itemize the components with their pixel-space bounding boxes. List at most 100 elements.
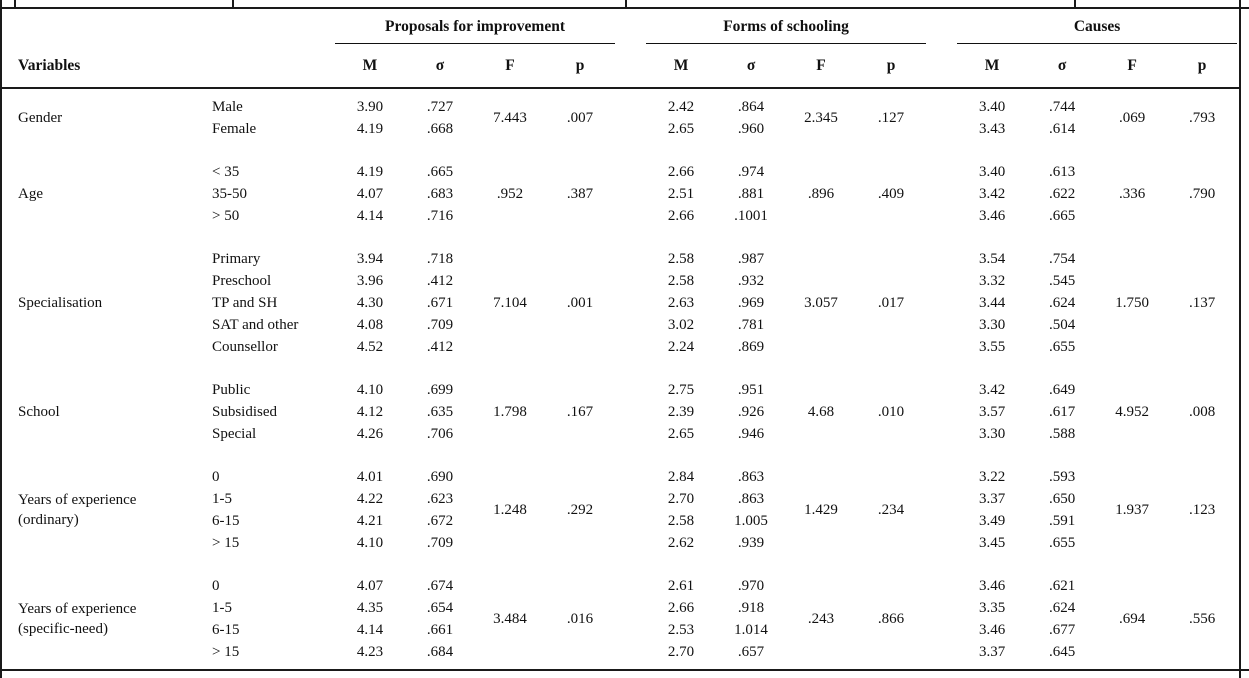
- mean-value: 4.08: [356, 316, 384, 333]
- group-spacer: [926, 466, 957, 554]
- sigma-value: .690: [426, 468, 454, 485]
- section-gender: Gender Male 3.90 .727 7.443 .007 2.42 .864 2.345…: [2, 88, 1237, 140]
- table-row: > 50 4.14 .716 2.66 .1001 3.46 .665: [2, 205, 1237, 227]
- section-years-specific-need: Years of experience (specific-need) 0 4.07.…: [2, 554, 1237, 663]
- sigma-value: .881: [737, 185, 765, 202]
- sigma-value: .970: [737, 577, 765, 594]
- group-spacer: [926, 7, 957, 43]
- group-spacer: [615, 7, 646, 43]
- mean-value: 2.66: [667, 207, 695, 224]
- variable-label: Years of experience (ordinary): [18, 491, 137, 528]
- table-row: Gender Male 3.90 .727 7.443 .007 2.42 .864 2.345…: [2, 96, 1237, 126]
- section-gap: [2, 227, 1237, 248]
- table-left-rule: [0, 0, 2, 678]
- category-label: 1-5: [212, 490, 232, 507]
- group-spacer: [926, 248, 957, 358]
- sigma-value: .864: [737, 98, 765, 115]
- mean-value: 3.57: [978, 403, 1006, 420]
- mean-value: 4.19: [356, 120, 384, 137]
- p-value: .127: [877, 109, 905, 126]
- col-header-f: F: [505, 56, 515, 74]
- table-row: Years of experience (specific-need) 0 4.07.…: [2, 575, 1237, 638]
- sigma-value: .946: [737, 425, 765, 442]
- category-label: 35-50: [212, 185, 247, 202]
- sigma-value: .661: [426, 621, 454, 638]
- sigma-value: .926: [737, 403, 765, 420]
- table-row: > 15 4.23 .684 2.70 .657 3.37 .645: [2, 641, 1237, 663]
- sigma-value: .863: [737, 490, 765, 507]
- sigma-value: .706: [426, 425, 454, 442]
- group-spacer: [926, 161, 957, 227]
- f-value: .896: [807, 185, 835, 202]
- mean-value: 2.24: [667, 338, 695, 355]
- table-row: > 15 4.10 .709 2.62 .939 3.45 .655: [2, 532, 1237, 554]
- sigma-value: .613: [1048, 163, 1076, 180]
- category-label: 6-15: [212, 512, 240, 529]
- mean-value: 3.96: [356, 272, 384, 289]
- sigma-value: .657: [737, 643, 765, 660]
- sigma-value: .699: [426, 381, 454, 398]
- mean-value: 4.23: [356, 643, 384, 660]
- sigma-value: .623: [426, 490, 454, 507]
- group-header-causes: Causes: [957, 7, 1238, 44]
- mean-value: 2.58: [667, 272, 695, 289]
- mean-value: 4.14: [356, 621, 384, 638]
- sigma-value: 1.005: [734, 512, 768, 529]
- sigma-value: .677: [1048, 621, 1076, 638]
- group-spacer: [926, 43, 957, 88]
- section-gap-cell: [2, 227, 1237, 248]
- sigma-value: .974: [737, 163, 765, 180]
- section-gap: [2, 358, 1237, 379]
- mean-value: 2.75: [667, 381, 695, 398]
- sigma-value: .674: [426, 577, 454, 594]
- group-header-proposals: Proposals for improvement: [335, 7, 616, 44]
- sigma-value: .654: [426, 599, 454, 616]
- mean-value: 3.35: [978, 599, 1006, 616]
- f-value: 4.952: [1115, 403, 1149, 420]
- table-header-rule: [1, 87, 1239, 89]
- mean-value: 4.12: [356, 403, 384, 420]
- mean-value: 4.30: [356, 294, 384, 311]
- mean-value: 4.22: [356, 490, 384, 507]
- category-label: Primary: [212, 250, 261, 267]
- sigma-value: .621: [1048, 577, 1076, 594]
- variables-header: Variables: [18, 56, 81, 74]
- p-value: .556: [1188, 610, 1216, 627]
- group-spacer: [926, 575, 957, 663]
- category-label: > 15: [212, 534, 240, 551]
- mean-value: 3.45: [978, 534, 1006, 551]
- group-spacer: [615, 161, 646, 227]
- group-spacer: [926, 379, 957, 445]
- col-header-p: p: [575, 56, 585, 74]
- col-header-sigma: σ: [435, 56, 445, 74]
- mean-value: 3.43: [978, 120, 1006, 137]
- category-label: 6-15: [212, 621, 240, 638]
- col-header-m: M: [362, 56, 378, 74]
- mean-value: 3.46: [978, 207, 1006, 224]
- mean-value: 3.02: [667, 316, 695, 333]
- mean-value: 2.62: [667, 534, 695, 551]
- sigma-value: .709: [426, 534, 454, 551]
- stat-header-row: Variables M σ F p M σ F p M σ F p: [2, 43, 1237, 88]
- crop-border-tick: [625, 0, 627, 7]
- sigma-value: .869: [737, 338, 765, 355]
- table-row: Counsellor 4.52 .412 2.24 .869 3.55 .655: [2, 336, 1237, 358]
- category-label: SAT and other: [212, 316, 299, 333]
- p-value: .793: [1188, 109, 1216, 126]
- mean-value: 2.42: [667, 98, 695, 115]
- sigma-value: .716: [426, 207, 454, 224]
- mean-value: 4.52: [356, 338, 384, 355]
- sigma-value: .987: [737, 250, 765, 267]
- mean-value: 2.70: [667, 490, 695, 507]
- mean-value: 3.32: [978, 272, 1006, 289]
- sigma-value: .1001: [734, 207, 768, 224]
- group-spacer: [615, 96, 646, 140]
- category-label: Subsidised: [212, 403, 278, 420]
- table-row: Age < 35 4.19.665.952.387 2.66.974.896.409 3…: [2, 161, 1237, 202]
- table-right-rule: [1239, 0, 1241, 678]
- category-label: Male: [212, 98, 243, 115]
- category-label: Public: [212, 381, 251, 398]
- category-label: Counsellor: [212, 338, 278, 355]
- table-row: 1-5 4.35 .654 2.66 .918 3.35 .624: [2, 597, 1237, 619]
- mean-value: 2.58: [667, 512, 695, 529]
